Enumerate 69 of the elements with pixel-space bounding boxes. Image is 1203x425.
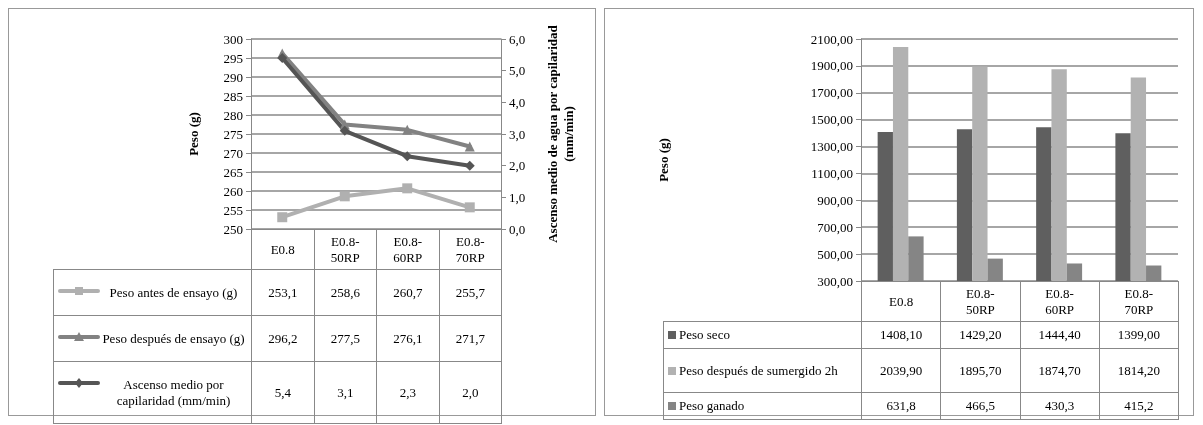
y-tick-label: 300	[223, 31, 243, 47]
y2-tick-label: 6,0	[509, 31, 526, 47]
y2-tick-label: 5,0	[509, 63, 526, 79]
data-label: 3,1	[314, 361, 377, 424]
x-tick-label: E0.8-70RP	[439, 229, 502, 270]
data-label: 260,7	[376, 269, 439, 316]
data-label: 430,3	[1020, 392, 1100, 420]
y-tick-label: 275	[223, 126, 243, 142]
data-label: 277,5	[314, 315, 377, 362]
y2-tick-label: 1,0	[509, 189, 526, 205]
y-tick-label: 700,00	[817, 219, 853, 235]
y-tick-label: 260	[223, 183, 243, 199]
y-tick-label: 500,00	[817, 246, 853, 262]
y-tick-label: 250	[223, 221, 243, 237]
y2-tick-label: 4,0	[509, 94, 526, 110]
y-tick-label: 1300,00	[810, 139, 853, 155]
y-tick-label: 1900,00	[810, 58, 853, 74]
y-tick-label: 1700,00	[810, 85, 853, 101]
data-label: 631,8	[861, 392, 941, 420]
y-axis-title: Peso (g)	[656, 138, 671, 182]
legend-label: Peso antes de ensayo (g)	[108, 284, 239, 301]
data-label: 296,2	[251, 315, 314, 362]
data-label: 276,1	[376, 315, 439, 362]
data-label: 1444,40	[1020, 321, 1100, 349]
y-axis-title: Peso (g)	[186, 112, 201, 156]
y2-axis-title: Ascenso medio de agua por capilaridad (mm/min)	[545, 24, 577, 244]
data-label: 1874,70	[1020, 348, 1100, 393]
legend-label: Peso después de ensayo (g)	[101, 330, 246, 347]
y-tick-label: 2100,00	[810, 31, 853, 47]
data-label: 258,6	[314, 269, 377, 316]
legend-label: Ascenso medio por capilaridad (mm/min)	[115, 376, 232, 409]
y2-tick-label: 0,0	[509, 221, 526, 237]
data-label: 1429,20	[940, 321, 1020, 349]
y2-tick-label: 3,0	[509, 126, 526, 142]
x-tick-label: E0.8-50RP	[314, 229, 377, 270]
y-tick-label: 285	[223, 88, 243, 104]
y-tick-label: 1100,00	[811, 165, 853, 181]
data-label: 1399,00	[1099, 321, 1179, 349]
y-tick-label: 295	[223, 50, 243, 66]
data-label: 1895,70	[940, 348, 1020, 393]
x-tick-label: E0.8-60RP	[1020, 281, 1100, 322]
data-label: 5,4	[251, 361, 314, 424]
y-tick-label: 290	[223, 69, 243, 85]
data-label: 415,2	[1099, 392, 1179, 420]
x-tick-label: E0.8-60RP	[376, 229, 439, 270]
y-tick-label: 280	[223, 107, 243, 123]
x-tick-label: E0.8-70RP	[1099, 281, 1179, 322]
y-tick-label: 270	[223, 145, 243, 161]
data-label: 2,3	[376, 361, 439, 424]
data-label: 2039,90	[861, 348, 941, 393]
y-tick-label: 255	[223, 202, 243, 218]
y2-tick-label: 2,0	[509, 158, 526, 174]
data-label: 253,1	[251, 269, 314, 316]
data-label: 466,5	[940, 392, 1020, 420]
data-label: 271,7	[439, 315, 502, 362]
data-label: 255,7	[439, 269, 502, 316]
y-tick-label: 1500,00	[810, 112, 853, 128]
legend-label: Peso después de sumergido 2h	[679, 362, 838, 378]
legend-label: Peso seco	[679, 327, 730, 342]
x-tick-label: E0.8	[861, 281, 941, 322]
y-tick-label: 900,00	[817, 192, 853, 208]
y-tick-label: 300,00	[817, 273, 853, 289]
legend-label: Peso ganado	[679, 398, 745, 413]
data-label: 1408,10	[861, 321, 941, 349]
x-tick-label: E0.8-50RP	[940, 281, 1020, 322]
data-label: 2,0	[439, 361, 502, 424]
x-tick-label: E0.8	[251, 229, 314, 270]
y-tick-label: 265	[223, 164, 243, 180]
data-label: 1814,20	[1099, 348, 1179, 393]
